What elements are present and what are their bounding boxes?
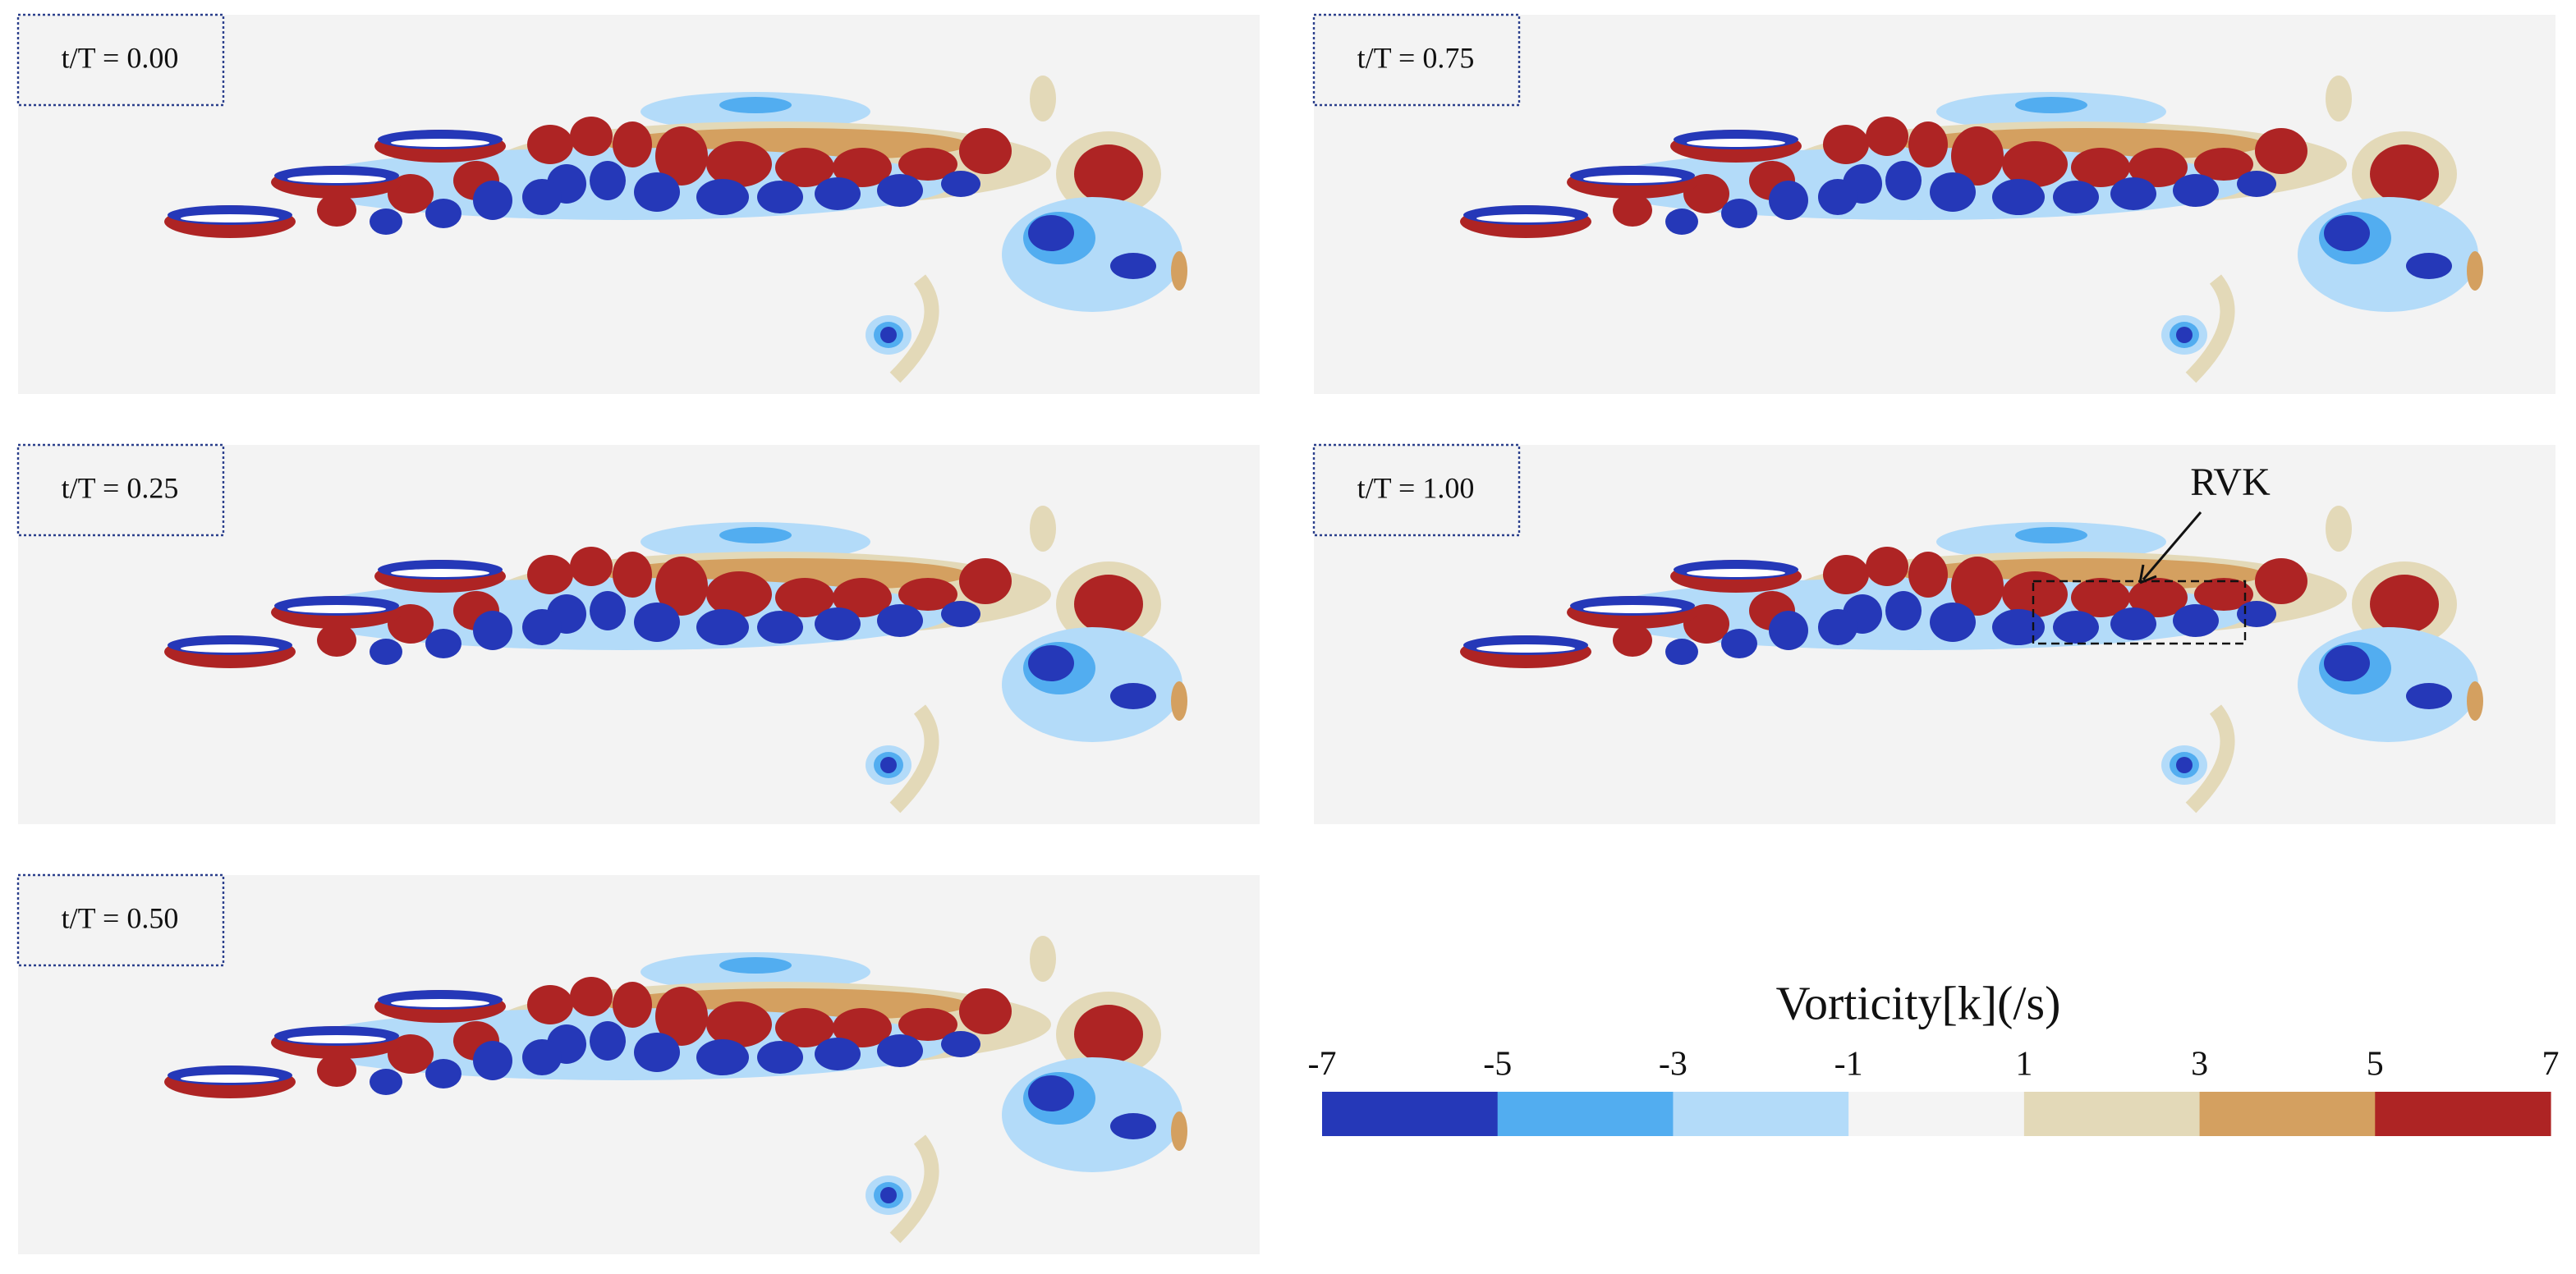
colorbar-segment <box>1322 1092 1499 1136</box>
label-box <box>16 443 225 537</box>
colorbar-tick-label: 7 <box>2542 1046 2560 1084</box>
panel: t/T = 0.50 <box>16 873 1260 1254</box>
panel-label: t/T = 1.00 <box>1357 471 1475 504</box>
colorbar-segment <box>2375 1092 2551 1136</box>
colorbar-tick-label: -5 <box>1483 1046 1512 1084</box>
colorbar-tick-label: -7 <box>1308 1046 1337 1084</box>
annotation-label: RVK <box>2190 461 2271 504</box>
colorbar-tick-label: -3 <box>1659 1046 1687 1084</box>
colorbar-segment <box>2023 1092 2201 1136</box>
label-box <box>16 873 225 967</box>
panel: t/T = 0.25 <box>16 443 1260 824</box>
panel-label: t/T = 0.00 <box>62 41 179 74</box>
colorbar-tick-label: 5 <box>2367 1046 2384 1084</box>
annotation-arrow <box>2142 511 2202 580</box>
colorbar-tick-label: -1 <box>1834 1046 1863 1084</box>
colorbar-segment <box>2199 1092 2376 1136</box>
panel-label: t/T = 0.75 <box>1357 41 1475 74</box>
annotation-arrowhead <box>2138 564 2157 584</box>
colorbar-tick-label: 3 <box>2191 1046 2208 1084</box>
colorbar-segment <box>1497 1092 1674 1136</box>
colorbar-segment <box>1673 1092 1849 1136</box>
colorbar-title: Vorticity[k](/s) <box>1776 976 2061 1029</box>
label-box <box>1312 443 1521 537</box>
panel: t/T = 1.00 RVK <box>1312 443 2555 824</box>
label-box <box>16 13 225 107</box>
panel: t/T = 0.00 <box>16 13 1260 394</box>
panel-label: t/T = 0.50 <box>62 901 179 934</box>
panel: t/T = 0.75 <box>1312 13 2555 394</box>
panel-label: t/T = 0.25 <box>62 471 179 504</box>
label-box <box>1312 13 1521 107</box>
colorbar-tick-label: 1 <box>2015 1046 2032 1084</box>
colorbar-segment <box>1848 1092 2025 1136</box>
colorbar: Vorticity[k](/s) -7 -5 -3 -1 1 3 5 7 <box>1308 976 2560 1136</box>
panels: t/T = 0.00 t/T = 0.75 t/T = 0.25 t/T = 1.00… <box>16 13 2555 1254</box>
